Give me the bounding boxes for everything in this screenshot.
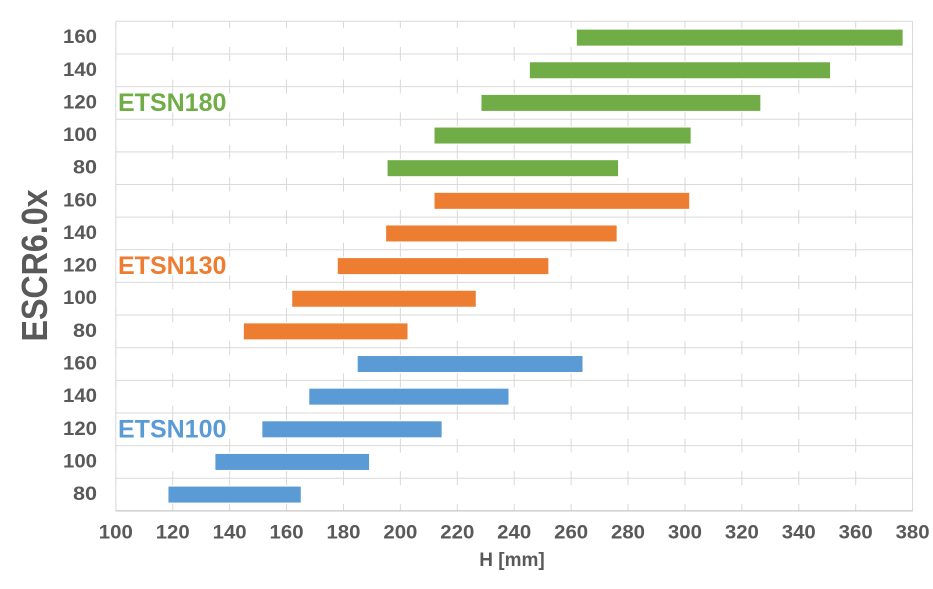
svg-text:100: 100 [99,523,133,544]
svg-text:120: 120 [63,419,97,440]
svg-text:120: 120 [63,256,97,277]
svg-text:120: 120 [63,92,97,113]
svg-text:300: 300 [668,523,702,544]
svg-text:260: 260 [554,523,588,544]
svg-text:280: 280 [611,523,645,544]
svg-text:100: 100 [63,288,97,309]
svg-text:160: 160 [63,27,97,48]
svg-text:360: 360 [839,523,873,544]
svg-text:80: 80 [73,158,97,179]
svg-text:H [mm]: H [mm] [479,550,544,571]
svg-text:ETSN130: ETSN130 [118,252,226,280]
svg-text:100: 100 [63,125,97,146]
svg-text:240: 240 [497,523,531,544]
svg-text:200: 200 [383,523,417,544]
svg-text:180: 180 [326,523,360,544]
svg-text:320: 320 [725,523,759,544]
svg-text:160: 160 [270,523,304,544]
svg-text:ETSN180: ETSN180 [118,89,226,117]
svg-text:160: 160 [63,354,97,375]
svg-text:ETSN100: ETSN100 [118,415,226,443]
svg-text:ESCR6.0x: ESCR6.0x [14,190,55,342]
svg-text:220: 220 [440,523,474,544]
svg-text:140: 140 [213,523,247,544]
svg-text:120: 120 [156,523,190,544]
svg-text:160: 160 [63,190,97,211]
svg-text:140: 140 [63,386,97,407]
svg-text:140: 140 [63,60,97,81]
svg-text:340: 340 [782,523,816,544]
svg-text:80: 80 [73,484,97,505]
svg-text:380: 380 [896,523,930,544]
svg-text:100: 100 [63,451,97,472]
svg-text:80: 80 [73,321,97,342]
svg-text:140: 140 [63,223,97,244]
